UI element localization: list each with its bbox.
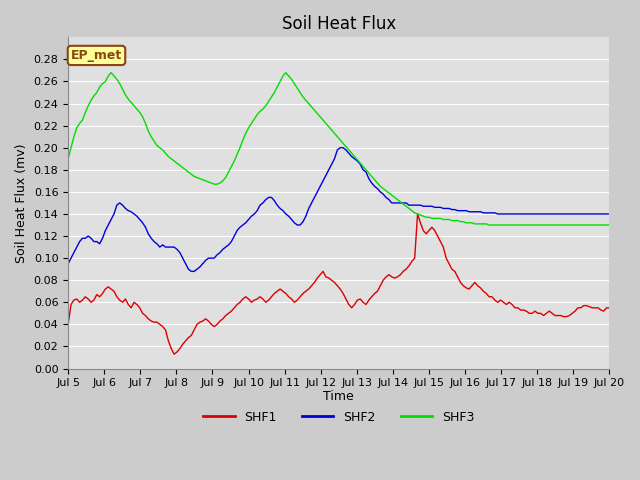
SHF3 — [339, 141, 347, 146]
SHF3 — [124, 96, 132, 102]
SHF1 — [230, 305, 238, 311]
Line: SHF1: SHF1 — [68, 214, 609, 354]
SHF1 — [64, 322, 72, 327]
SHF1 — [222, 312, 230, 318]
SHF3 — [314, 110, 321, 116]
SHF2 — [122, 205, 129, 211]
SHF3 — [222, 175, 230, 180]
Title: Soil Heat Flux: Soil Heat Flux — [282, 15, 396, 33]
SHF3 — [193, 175, 201, 180]
SHF1 — [413, 211, 421, 217]
Text: EP_met: EP_met — [71, 49, 122, 62]
Legend: SHF1, SHF2, SHF3: SHF1, SHF2, SHF3 — [198, 406, 479, 429]
Line: SHF2: SHF2 — [68, 148, 609, 271]
SHF1 — [605, 305, 613, 311]
SHF1 — [170, 351, 178, 357]
SHF3 — [485, 222, 493, 228]
SHF3 — [605, 222, 613, 228]
SHF1 — [193, 322, 201, 327]
SHF2 — [193, 266, 201, 272]
SHF2 — [337, 145, 344, 151]
SHF2 — [64, 261, 72, 266]
SHF2 — [342, 147, 350, 153]
SHF2 — [314, 189, 321, 195]
SHF1 — [122, 296, 129, 302]
SHF2 — [188, 268, 195, 274]
SHF1 — [339, 290, 347, 296]
SHF2 — [222, 244, 230, 250]
Line: SHF3: SHF3 — [68, 72, 609, 225]
SHF3 — [108, 70, 115, 75]
SHF2 — [605, 211, 613, 217]
SHF3 — [64, 156, 72, 162]
SHF3 — [230, 158, 238, 164]
SHF2 — [230, 233, 238, 239]
Y-axis label: Soil Heat Flux (mv): Soil Heat Flux (mv) — [15, 143, 28, 263]
X-axis label: Time: Time — [323, 390, 354, 403]
SHF1 — [314, 275, 321, 281]
